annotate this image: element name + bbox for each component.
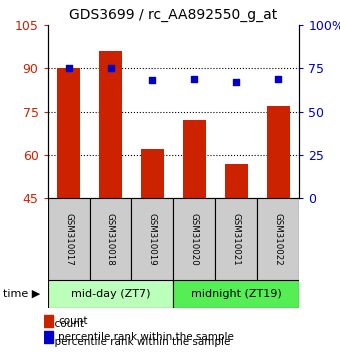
Text: count: count xyxy=(58,316,87,326)
Point xyxy=(66,65,71,71)
Point xyxy=(275,76,281,81)
Bar xyxy=(44,315,53,327)
Text: percentile rank within the sample: percentile rank within the sample xyxy=(48,337,230,347)
Bar xyxy=(57,68,80,198)
Bar xyxy=(48,198,89,280)
Bar xyxy=(89,198,132,280)
Text: GSM310020: GSM310020 xyxy=(190,212,199,266)
Bar xyxy=(215,198,257,280)
Point xyxy=(234,79,239,85)
Text: percentile rank within the sample: percentile rank within the sample xyxy=(58,332,234,342)
Bar xyxy=(141,149,164,198)
Point xyxy=(150,78,155,83)
Text: GSM310017: GSM310017 xyxy=(64,212,73,266)
Text: mid-day (ZT7): mid-day (ZT7) xyxy=(71,289,150,299)
Bar xyxy=(48,280,173,308)
Text: midnight (ZT19): midnight (ZT19) xyxy=(191,289,282,299)
Bar xyxy=(267,106,290,198)
Point xyxy=(192,76,197,81)
Title: GDS3699 / rc_AA892550_g_at: GDS3699 / rc_AA892550_g_at xyxy=(69,8,277,22)
Bar xyxy=(132,198,173,280)
Text: GSM310019: GSM310019 xyxy=(148,213,157,265)
Bar xyxy=(257,198,299,280)
Point xyxy=(108,65,113,71)
Bar xyxy=(173,198,215,280)
Text: GSM310018: GSM310018 xyxy=(106,212,115,266)
Text: time ▶: time ▶ xyxy=(3,289,41,299)
Bar xyxy=(183,120,206,198)
Bar xyxy=(225,164,248,198)
Bar xyxy=(173,280,299,308)
Text: GSM310022: GSM310022 xyxy=(274,212,283,266)
Bar xyxy=(44,331,53,343)
Text: GSM310021: GSM310021 xyxy=(232,212,241,266)
Bar xyxy=(99,51,122,198)
Text: count: count xyxy=(48,319,84,329)
